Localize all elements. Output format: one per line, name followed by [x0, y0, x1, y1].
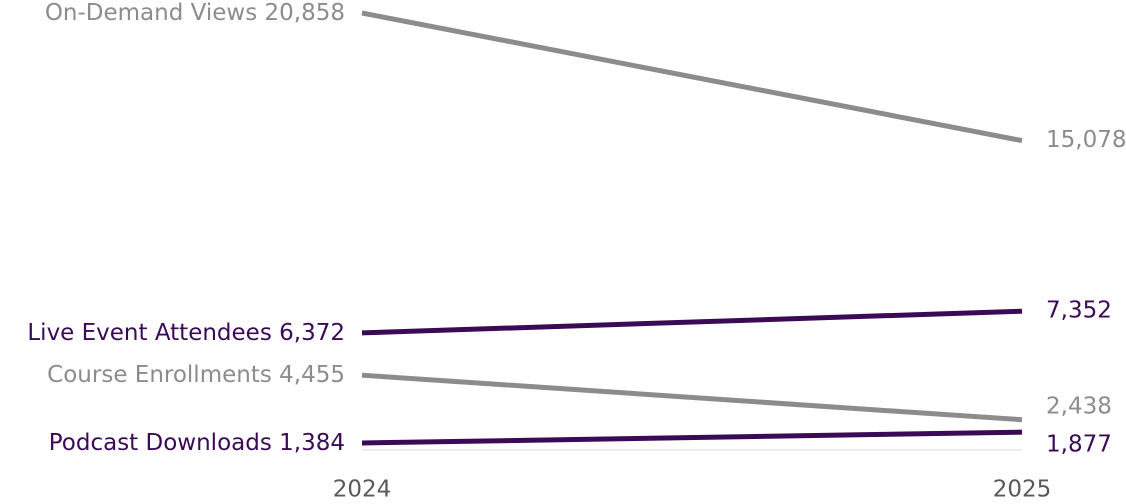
value-label: 1,384 [279, 430, 345, 456]
value-label: 4,455 [279, 362, 345, 388]
value-label: 6,372 [279, 319, 345, 345]
x-tick-label: 2024 [333, 477, 392, 503]
slope-line [361, 308, 1023, 336]
series-name: Live Event Attendees [27, 319, 271, 345]
start-label: On-Demand Views 20,858 [45, 0, 345, 26]
value-label: 1,877 [1046, 431, 1112, 457]
start-label: Podcast Downloads 1,384 [49, 430, 345, 456]
value-label: 20,858 [265, 0, 345, 26]
series-name: Podcast Downloads [49, 430, 272, 456]
value-label: 2,438 [1046, 393, 1112, 419]
series-name: On-Demand Views [45, 0, 257, 26]
start-label: Course Enrollments 4,455 [47, 362, 345, 388]
slope-line [361, 10, 1023, 144]
value-label: 15,078 [1046, 127, 1126, 153]
slope-line [361, 429, 1023, 446]
x-tick-label: 2025 [993, 477, 1052, 503]
slope-line [361, 372, 1023, 423]
start-label: Live Event Attendees 6,372 [27, 319, 345, 345]
value-label: 7,352 [1046, 298, 1112, 324]
series-name: Course Enrollments [47, 362, 272, 388]
